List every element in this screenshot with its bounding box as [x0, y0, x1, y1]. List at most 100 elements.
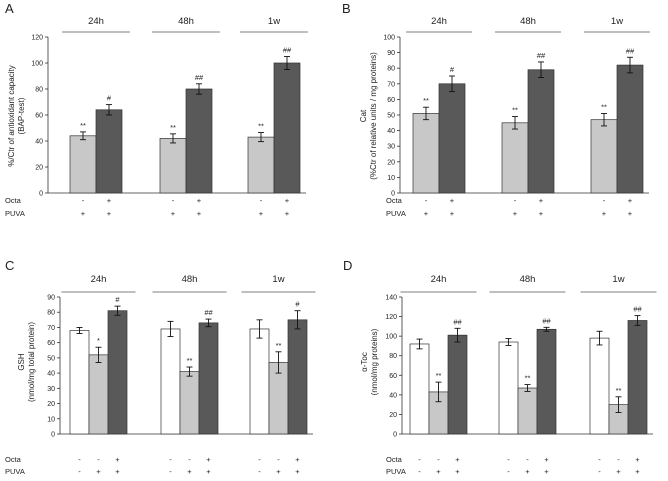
significance-mark: ## — [453, 317, 462, 326]
y-tick-label: 40 — [387, 128, 395, 135]
condition-value: - — [78, 455, 81, 464]
condition-value: + — [96, 467, 101, 476]
y-tick-label: 30 — [47, 386, 55, 393]
time-period-label: 48h — [520, 16, 536, 27]
condition-value: - — [260, 196, 263, 205]
bar — [69, 330, 90, 435]
y-tick-label: 140 — [385, 295, 397, 302]
bar — [409, 343, 430, 435]
condition-value: + — [539, 209, 544, 218]
condition-value: + — [206, 455, 211, 464]
time-period-label: 48h — [178, 16, 194, 27]
condition-value: - — [425, 196, 428, 205]
y-tick-label: 0 — [51, 432, 55, 439]
condition-value: - — [78, 467, 81, 476]
condition-value: + — [171, 209, 176, 218]
y-tick-label: 10 — [47, 416, 55, 423]
condition-value: + — [259, 209, 264, 218]
significance-mark: ## — [283, 46, 292, 55]
condition-value: - — [97, 455, 100, 464]
bar — [159, 138, 187, 194]
condition-label: Octa — [386, 455, 403, 464]
y-tick-label: 60 — [389, 373, 397, 380]
condition-label: Octa — [5, 455, 22, 464]
y-tick-label: 40 — [35, 139, 43, 146]
condition-value: - — [603, 196, 606, 205]
panel-letter: C — [5, 258, 14, 273]
y-tick-label: 60 — [387, 97, 395, 104]
panel-a: A 0 20 40 60 80 100 120 %/Ctr of antioxidant cap… — [5, 1, 308, 218]
bar — [536, 328, 557, 435]
condition-value: - — [169, 467, 172, 476]
significance-mark: ** — [601, 102, 607, 111]
condition-value: + — [450, 209, 455, 218]
condition-label: Octa — [5, 196, 22, 205]
y-tick-label: 50 — [387, 113, 395, 120]
condition-value: + — [525, 467, 530, 476]
y-tick-label: 100 — [31, 61, 43, 68]
significance-mark: ** — [187, 356, 193, 365]
condition-value: + — [539, 196, 544, 205]
y-axis-label-line: (nmol/mg proteins) — [370, 328, 379, 395]
significance-mark: ## — [537, 51, 546, 60]
bar — [88, 354, 109, 435]
y-tick-label: 100 — [383, 35, 395, 42]
bar — [627, 320, 648, 435]
bar — [95, 109, 123, 194]
condition-value: + — [295, 455, 300, 464]
condition-value: + — [455, 455, 460, 464]
y-axis-label-line: (%Ctr of relative units / mg proteins) — [369, 52, 378, 180]
bar — [412, 113, 440, 194]
y-tick-label: 0 — [39, 191, 43, 198]
panel-letter: B — [342, 1, 351, 16]
condition-value: + — [628, 196, 633, 205]
condition-value: - — [169, 455, 172, 464]
condition-value: - — [617, 455, 620, 464]
y-tick-label: 100 — [385, 334, 397, 341]
condition-value: + — [206, 467, 211, 476]
condition-value: + — [187, 467, 192, 476]
time-period-label: 1w — [612, 274, 624, 285]
condition-value: - — [82, 196, 85, 205]
y-tick-label: 0 — [391, 191, 395, 198]
time-period-label: 24h — [431, 274, 447, 285]
panel-letter: D — [343, 258, 352, 273]
y-tick-label: 20 — [387, 159, 395, 166]
bar — [179, 371, 200, 435]
bar — [438, 83, 466, 194]
condition-value: + — [544, 467, 549, 476]
y-tick-label: 10 — [387, 175, 395, 182]
condition-value: - — [418, 455, 421, 464]
condition-value: + — [544, 455, 549, 464]
significance-mark: ** — [80, 121, 86, 130]
condition-value: - — [418, 467, 421, 476]
condition-value: + — [424, 209, 429, 218]
condition-value: - — [507, 467, 510, 476]
bar — [160, 328, 181, 435]
condition-value: + — [197, 209, 202, 218]
condition-value: + — [436, 467, 441, 476]
y-axis-label-line: α-Toc — [360, 352, 369, 372]
y-tick-label: 80 — [387, 66, 395, 73]
significance-mark: ** — [423, 96, 429, 105]
condition-value: - — [507, 455, 510, 464]
condition-value: - — [526, 455, 529, 464]
time-period-label: 24h — [91, 274, 107, 285]
panel-d: D 0 20 40 60 80 100 120 140 α-Toc(nmol/mg protein… — [343, 258, 657, 476]
bar — [198, 322, 219, 435]
y-tick-label: 60 — [47, 340, 55, 347]
y-tick-label: 20 — [35, 165, 43, 172]
condition-value: + — [115, 467, 120, 476]
significance-mark: ** — [276, 341, 282, 350]
condition-value: + — [115, 455, 120, 464]
y-tick-label: 30 — [387, 144, 395, 151]
time-period-label: 24h — [88, 16, 104, 27]
condition-value: + — [285, 209, 290, 218]
y-axis-label: GSH(nmol/mg total protein) — [17, 322, 36, 402]
time-period-label: 1w — [268, 16, 280, 27]
condition-value: - — [277, 455, 280, 464]
condition-value: + — [513, 209, 518, 218]
y-tick-label: 80 — [35, 87, 43, 94]
significance-mark: ## — [626, 46, 635, 55]
